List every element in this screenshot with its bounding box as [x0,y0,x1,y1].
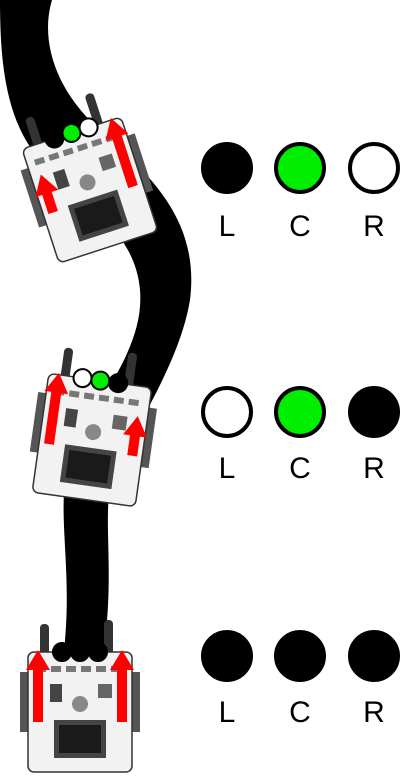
chip [128,398,140,407]
chip [48,152,60,161]
chip [63,408,79,428]
robot-middle [29,347,157,507]
sensor-label-l: L [219,696,236,729]
chip [111,414,128,431]
chip [81,666,91,672]
chip [52,168,70,190]
chip [83,392,95,400]
sensor-post [85,93,104,129]
wheel-left [20,167,49,228]
sensor-indicator-l [201,630,253,682]
chip [91,138,103,148]
sensor-label-r: R [363,210,385,243]
sensor-label-r: R [363,452,385,485]
sensor-indicator-c [274,142,326,194]
chip [113,396,125,405]
screen [59,725,101,753]
sensor-post [25,116,43,150]
robot-led-r [78,117,99,138]
chip [68,390,80,398]
robot-led-c [70,642,90,662]
chip [51,666,61,672]
sensor-label-r: R [363,696,385,729]
chip [96,666,106,672]
sensor-label-c: C [289,452,311,485]
robot-led-r [108,373,129,394]
wheel-right [130,672,140,732]
robot-bottom [20,620,140,773]
robot-led-l [52,642,72,662]
chip [50,684,62,702]
screen [65,449,111,484]
robot-led-r [88,642,108,662]
sensor-indicator-l [201,386,253,438]
sensor-post [60,347,74,382]
left-motor-arrow [35,174,59,215]
left-motor-arrow [44,372,69,445]
chip [66,666,76,672]
chip [98,684,112,698]
wheel-right [125,133,154,194]
sensor-label-c: C [289,210,311,243]
sensor-post [40,624,49,658]
sensor-label-l: L [219,452,236,485]
right-motor-arrow [105,118,138,189]
buzzer [72,696,88,712]
sensor-label-c: C [289,696,311,729]
buzzer [85,424,102,441]
sensor-indicator-r [348,142,400,194]
robot-top [20,93,158,263]
wheel-left [20,672,30,732]
right-motor-arrow [110,650,134,722]
sensor-indicator-c [274,630,326,682]
chip [98,153,117,172]
buzzer [79,174,96,191]
sensor-indicator-r [348,386,400,438]
right-motor-arrow [123,416,147,457]
sensor-indicator-c [274,386,326,438]
left-motor-arrow [26,650,50,722]
sensor-label-l: L [219,210,236,243]
chip [33,156,46,166]
chip [62,147,74,157]
sensor-indicator-l [201,142,253,194]
chip [76,142,89,152]
screen [74,195,123,236]
chip [98,394,110,402]
sensor-indicator-r [348,630,400,682]
